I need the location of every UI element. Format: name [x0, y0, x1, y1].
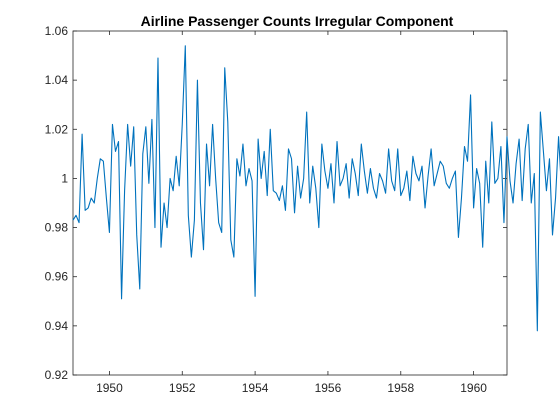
y-tick-label: 0.98	[45, 221, 69, 235]
y-tick-label: 1.04	[45, 73, 69, 87]
y-tick-label: 1.02	[45, 122, 69, 136]
x-tick-label: 1954	[242, 381, 269, 395]
y-tick-label: 0.92	[45, 368, 69, 382]
axes-box	[72, 30, 508, 376]
chart-title: Airline Passenger Counts Irregular Compo…	[141, 13, 454, 29]
y-tick-label: 1	[61, 171, 68, 185]
x-tick-label: 1960	[460, 381, 487, 395]
y-tick-label: 0.94	[45, 319, 69, 333]
x-tick-label: 1956	[315, 381, 342, 395]
x-tick-label: 1950	[96, 381, 123, 395]
series-line-irregular-component	[72, 45, 560, 332]
y-tick-label: 0.96	[45, 270, 69, 284]
x-tick-label: 1958	[387, 381, 414, 395]
x-tick-label: 1952	[169, 381, 196, 395]
y-axis: 0.92 0.94 0.96 0.98 1 1.02 1.04 1.06	[45, 24, 507, 382]
y-tick-label: 1.06	[45, 24, 69, 38]
x-axis: 1950 1952 1954 1956 1958 1960	[96, 31, 487, 395]
